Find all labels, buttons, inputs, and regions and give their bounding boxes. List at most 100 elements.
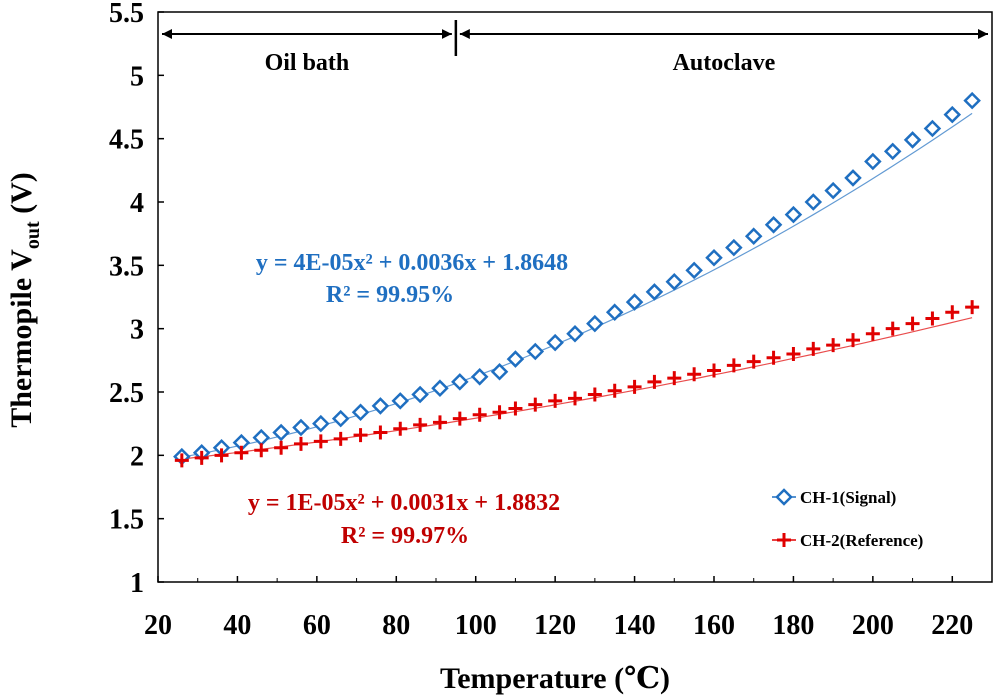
plot-frame <box>157 11 993 583</box>
y-tick-label: 5.5 <box>109 0 144 29</box>
data-point-ch2 <box>373 425 388 440</box>
data-point-ch1 <box>586 314 604 333</box>
y-tick-label: 5 <box>130 61 144 92</box>
legend-marker-ch2 <box>777 533 791 547</box>
data-point-ch2 <box>548 393 563 408</box>
data-point-ch1 <box>844 169 862 187</box>
data-point-ch2 <box>568 391 582 406</box>
x-tick-label: 80 <box>382 610 410 641</box>
data-point-ch1 <box>331 409 350 428</box>
data-point-ch1 <box>725 238 743 257</box>
region-annotations: Oil bath Autoclave <box>162 20 988 76</box>
data-point-ch1 <box>312 414 330 433</box>
data-point-ch2 <box>865 326 880 341</box>
data-point-ch1 <box>665 273 684 291</box>
data-point-ch1 <box>411 385 429 404</box>
data-point-ch1 <box>784 205 803 224</box>
data-point-ch1 <box>605 303 624 321</box>
fit-r2-ch2: R² = 99.97% <box>341 523 469 549</box>
fit-equation-ch1: y = 4E-05x² + 0.0036x + 1.8648 <box>256 250 568 276</box>
data-point-ch2 <box>194 450 209 465</box>
x-tick-label: 140 <box>614 610 656 641</box>
data-point-ch2 <box>905 316 920 331</box>
data-point-ch1 <box>625 293 644 311</box>
x-tick-label: 20 <box>144 610 172 641</box>
data-point-ch2 <box>846 333 860 348</box>
series-1 <box>173 91 981 466</box>
data-point-ch2 <box>472 407 487 422</box>
data-point-ch1 <box>923 119 942 138</box>
y-axis-title-main: Thermopile V <box>5 249 38 428</box>
x-tick-label: 120 <box>534 610 576 641</box>
data-point-ch2 <box>393 421 408 436</box>
data-point-ch1 <box>451 373 469 391</box>
data-point-ch1 <box>272 423 290 442</box>
data-point-ch2 <box>806 341 821 356</box>
data-point-ch1 <box>685 261 703 280</box>
data-point-ch2 <box>766 350 781 365</box>
x-tick-label: 100 <box>455 610 497 641</box>
series-2 <box>174 300 980 468</box>
data-point-ch1 <box>963 91 981 110</box>
data-point-ch1 <box>645 283 664 301</box>
data-point-ch1 <box>705 248 723 267</box>
data-point-ch2 <box>587 387 602 402</box>
data-point-ch1 <box>883 142 902 161</box>
data-point-ch2 <box>667 371 682 386</box>
data-point-ch1 <box>490 362 509 381</box>
region-label: Autoclave <box>673 50 776 76</box>
data-point-ch2 <box>432 415 447 430</box>
data-point-ch2 <box>274 440 289 455</box>
data-point-ch1 <box>764 216 783 234</box>
x-tick-label: 200 <box>852 610 894 641</box>
data-point-ch2 <box>627 379 642 394</box>
data-point-ch2 <box>492 405 507 420</box>
data-point-ch2 <box>528 397 543 412</box>
fit-line-2 <box>181 317 973 460</box>
legend: CH-1(Signal) CH-2(Reference) <box>772 488 923 550</box>
data-point-ch1 <box>431 379 449 397</box>
data-point-ch2 <box>313 434 328 449</box>
data-point-ch1 <box>903 131 922 149</box>
data-point-ch1 <box>391 392 410 410</box>
data-point-ch2 <box>826 338 841 353</box>
y-axis-title-sub: out <box>22 221 44 249</box>
data-point-ch1 <box>546 333 564 352</box>
legend-label-ch1: CH-1(Signal) <box>800 488 896 507</box>
data-point-ch2 <box>786 347 801 361</box>
data-point-ch2 <box>965 300 980 315</box>
x-tick-label: 220 <box>931 610 973 641</box>
y-tick-label: 2 <box>130 441 144 472</box>
data-point-ch2 <box>726 358 741 373</box>
y-tick-label: 4.5 <box>109 125 144 156</box>
data-point-ch2 <box>647 374 662 389</box>
data-series <box>173 91 981 468</box>
data-point-ch1 <box>804 193 823 211</box>
fit-equation-ch2: y = 1E-05x² + 0.0031x + 1.8832 <box>248 490 560 516</box>
data-point-ch2 <box>687 367 702 382</box>
y-tick-label: 1.5 <box>109 505 144 536</box>
data-point-ch2 <box>254 443 269 458</box>
data-point-ch1 <box>943 105 962 124</box>
x-tick-label: 160 <box>693 610 735 641</box>
data-point-ch2 <box>353 428 368 443</box>
data-point-ch1 <box>371 397 390 415</box>
data-point-ch2 <box>174 453 189 468</box>
y-tick-label: 3.5 <box>109 251 144 282</box>
data-point-ch1 <box>526 342 545 361</box>
data-point-ch1 <box>566 324 584 343</box>
data-point-ch1 <box>506 350 525 368</box>
x-tick-label: 40 <box>223 610 251 641</box>
fit-r2-ch1: R² = 99.95% <box>326 282 454 308</box>
y-axis-ticks: 1 1.5 2 2.5 3 3.5 4 4.5 5 5.5 <box>109 0 164 599</box>
x-tick-label: 60 <box>303 610 331 641</box>
data-point-ch1 <box>744 227 763 245</box>
data-point-ch2 <box>707 363 721 378</box>
data-point-ch2 <box>234 445 249 460</box>
data-point-ch2 <box>452 411 467 426</box>
x-axis-ticks: 20 40 60 80 100 120 140 160 180 200 220 <box>144 576 973 641</box>
data-point-ch1 <box>470 368 489 386</box>
legend-label-ch2: CH-2(Reference) <box>800 531 923 550</box>
data-point-ch2 <box>925 311 940 326</box>
